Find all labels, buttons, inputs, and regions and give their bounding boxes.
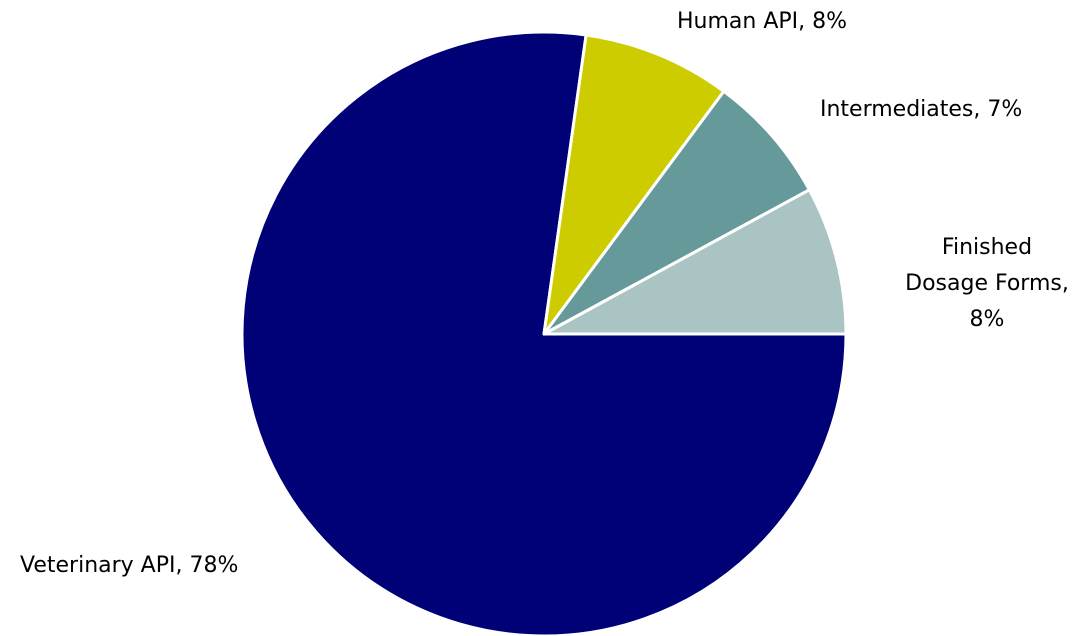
data-label: Finished — [942, 235, 1032, 260]
data-label: 8% — [970, 307, 1005, 332]
pie-slice — [542, 188, 848, 336]
pie-slice — [542, 89, 811, 336]
data-label: Veterinary API, 78% — [20, 553, 238, 578]
pie-slice — [542, 33, 726, 336]
data-label: Human API, 8% — [677, 9, 847, 34]
data-label: Intermediates, 7% — [820, 97, 1022, 122]
data-label: Dosage Forms, — [905, 271, 1069, 296]
